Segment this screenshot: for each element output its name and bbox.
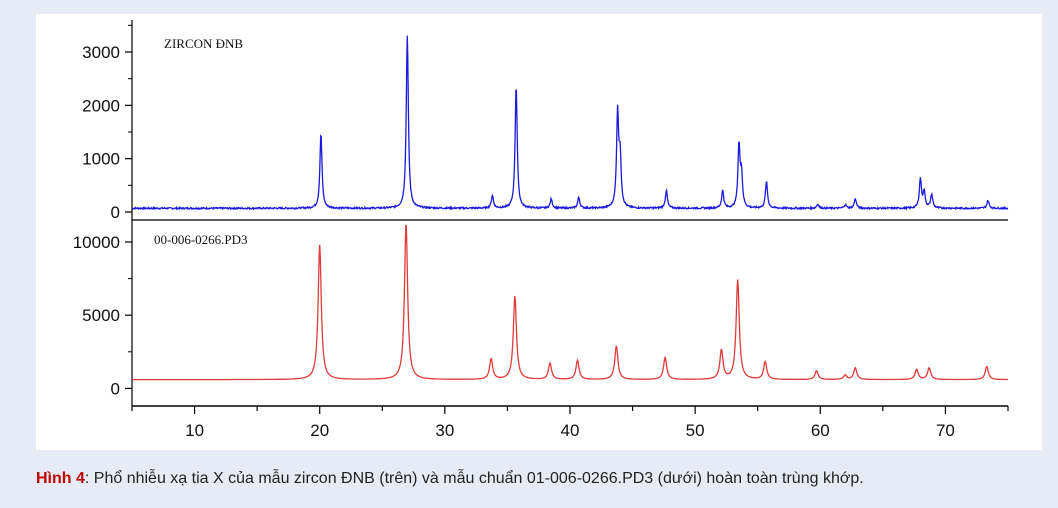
- y-tick-label: 0: [111, 379, 120, 398]
- caption-text: : Phổ nhiễu xạ tia X của mẫu zircon ĐNB …: [84, 470, 864, 487]
- y-tick-label: 2000: [82, 96, 120, 115]
- figure-caption: Hình 4: Phổ nhiễu xạ tia X của mẫu zirco…: [36, 470, 1046, 488]
- x-tick-label: 60: [811, 421, 830, 440]
- panel-title-1: ZIRCON ĐNB: [164, 36, 243, 51]
- y-tick-label: 0: [111, 203, 120, 222]
- x-tick-label: 30: [435, 421, 454, 440]
- x-tick-label: 70: [936, 421, 955, 440]
- x-tick-label: 50: [686, 421, 705, 440]
- caption-label: Hình 4: [36, 470, 85, 487]
- panel-title-2: 00-006-0266.PD3: [154, 232, 248, 247]
- series-line-1: [131, 35, 1009, 211]
- y-tick-label: 5000: [82, 306, 120, 325]
- y-tick-label: 1000: [82, 150, 120, 169]
- y-tick-label: 10000: [73, 233, 120, 252]
- figure-panel: 0 1000 2000 3000 ZIRCON ĐNB 0 5000 10000 00-006-…: [36, 14, 1042, 450]
- x-tick-label: 20: [310, 421, 329, 440]
- y-tick-label: 3000: [82, 43, 120, 62]
- x-tick-label: 10: [185, 421, 204, 440]
- series-line-2: [132, 224, 1008, 381]
- xrd-chart: 0 1000 2000 3000 ZIRCON ĐNB 0 5000 10000 00-006-…: [73, 20, 1009, 440]
- x-tick-label: 40: [561, 421, 580, 440]
